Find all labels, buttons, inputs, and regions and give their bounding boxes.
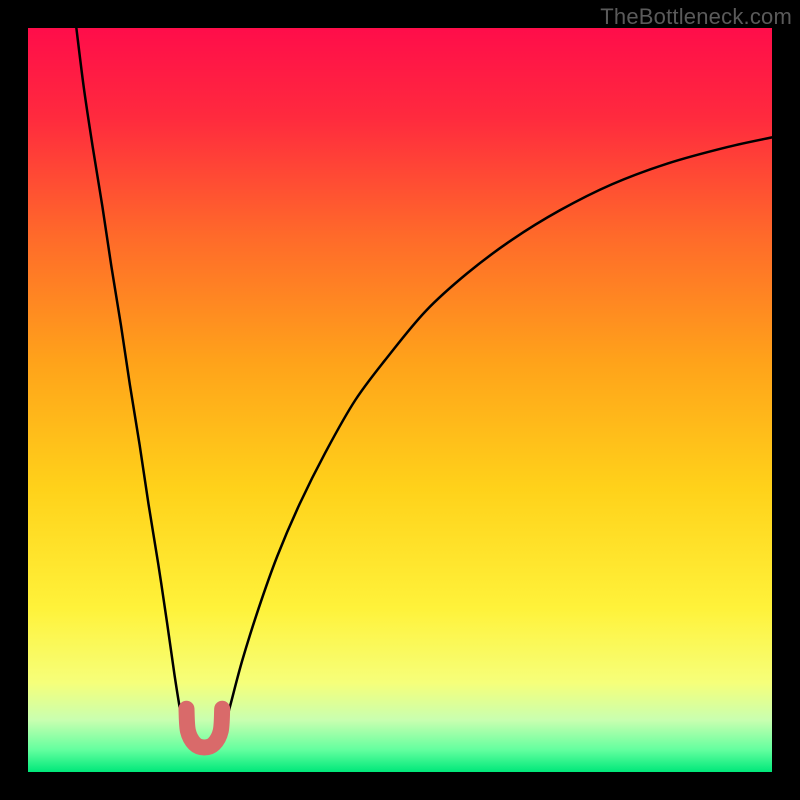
gradient-background bbox=[28, 28, 772, 772]
bottleneck-chart: TheBottleneck.com bbox=[0, 0, 800, 800]
chart-canvas bbox=[0, 0, 800, 800]
